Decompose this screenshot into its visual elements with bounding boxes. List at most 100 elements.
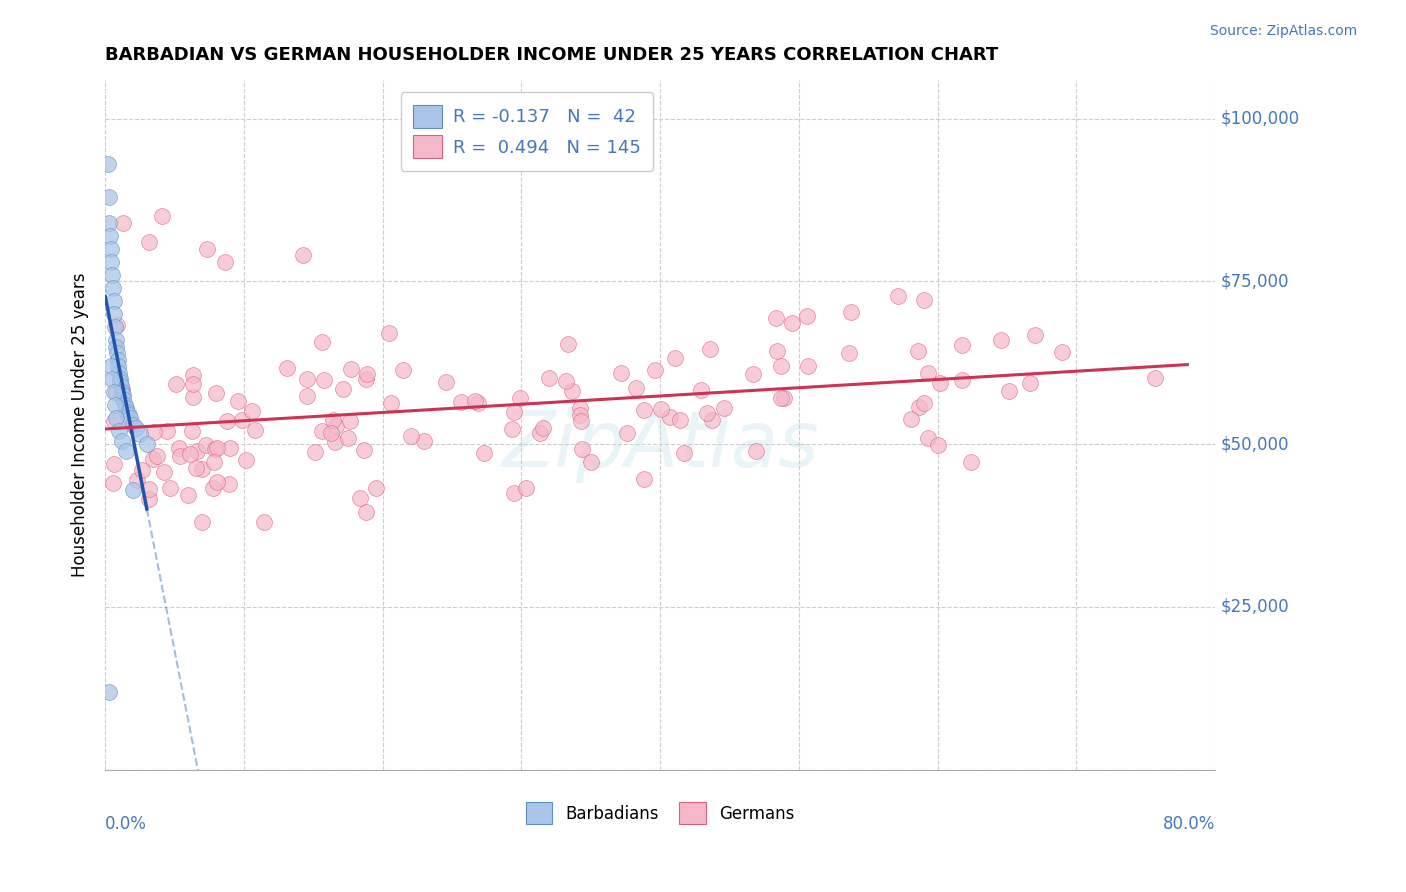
- Point: [101, 281, 124, 295]
- Point: [110, 376, 132, 390]
- Point: [579, 455, 602, 469]
- Point: [304, 444, 326, 458]
- Point: [276, 360, 298, 375]
- Point: [295, 389, 318, 403]
- Point: [108, 424, 131, 438]
- Point: [356, 505, 378, 519]
- Point: [765, 310, 787, 325]
- Point: [97, 190, 120, 204]
- Point: [319, 425, 342, 440]
- Point: [568, 408, 591, 422]
- Point: [1024, 327, 1046, 342]
- Point: [312, 373, 335, 387]
- Point: [434, 376, 457, 390]
- Point: [115, 401, 138, 416]
- Point: [169, 449, 191, 463]
- Point: [105, 411, 128, 425]
- Point: [101, 268, 124, 282]
- Point: [101, 372, 124, 386]
- Point: [295, 371, 318, 385]
- Point: [900, 412, 922, 426]
- Point: [112, 392, 135, 406]
- Point: [380, 396, 402, 410]
- Point: [839, 305, 862, 319]
- Point: [167, 441, 190, 455]
- Point: [108, 372, 131, 386]
- Point: [179, 447, 201, 461]
- Point: [1143, 370, 1166, 384]
- Point: [104, 320, 127, 334]
- Point: [101, 476, 124, 491]
- Point: [554, 374, 576, 388]
- Point: [104, 333, 127, 347]
- Point: [103, 307, 125, 321]
- Point: [467, 396, 489, 410]
- Point: [354, 372, 377, 386]
- Point: [353, 442, 375, 457]
- Point: [633, 472, 655, 486]
- Point: [336, 431, 359, 445]
- Text: $75,000: $75,000: [1220, 272, 1289, 291]
- Point: [191, 516, 214, 530]
- Point: [153, 465, 176, 479]
- Point: [112, 216, 135, 230]
- Text: $100,000: $100,000: [1220, 110, 1299, 128]
- Point: [146, 449, 169, 463]
- Point: [311, 334, 333, 349]
- Point: [226, 394, 249, 409]
- Point: [186, 443, 208, 458]
- Point: [181, 376, 204, 391]
- Point: [339, 414, 361, 428]
- Point: [205, 441, 228, 455]
- Point: [143, 425, 166, 439]
- Point: [115, 443, 138, 458]
- Point: [135, 437, 157, 451]
- Point: [103, 385, 125, 400]
- Point: [138, 482, 160, 496]
- Point: [412, 434, 434, 448]
- Point: [120, 411, 142, 425]
- Point: [105, 346, 128, 360]
- Point: [191, 462, 214, 476]
- Point: [110, 378, 132, 392]
- Point: [107, 318, 129, 332]
- Point: [928, 376, 950, 390]
- Point: [166, 376, 188, 391]
- Point: [107, 352, 129, 367]
- Point: [186, 461, 208, 475]
- Point: [769, 359, 792, 374]
- Point: [561, 384, 583, 398]
- Point: [114, 398, 136, 412]
- Text: 80.0%: 80.0%: [1163, 814, 1215, 832]
- Point: [122, 417, 145, 432]
- Point: [349, 491, 371, 505]
- Point: [713, 401, 735, 415]
- Point: [501, 422, 523, 436]
- Point: [610, 367, 633, 381]
- Point: [103, 457, 125, 471]
- Point: [664, 351, 686, 366]
- Point: [472, 446, 495, 460]
- Point: [569, 414, 592, 428]
- Point: [240, 404, 263, 418]
- Point: [742, 368, 765, 382]
- Point: [569, 401, 592, 416]
- Point: [950, 338, 973, 352]
- Point: [117, 405, 139, 419]
- Text: $50,000: $50,000: [1220, 435, 1289, 453]
- Point: [177, 488, 200, 502]
- Point: [401, 429, 423, 443]
- Point: [658, 410, 681, 425]
- Point: [205, 385, 228, 400]
- Point: [950, 373, 973, 387]
- Text: ZipAtlas: ZipAtlas: [502, 408, 820, 483]
- Point: [231, 412, 253, 426]
- Point: [503, 405, 526, 419]
- Point: [907, 343, 929, 358]
- Point: [624, 381, 647, 395]
- Point: [108, 366, 131, 380]
- Point: [325, 418, 347, 433]
- Point: [1019, 376, 1042, 390]
- Point: [195, 242, 218, 256]
- Point: [650, 401, 672, 416]
